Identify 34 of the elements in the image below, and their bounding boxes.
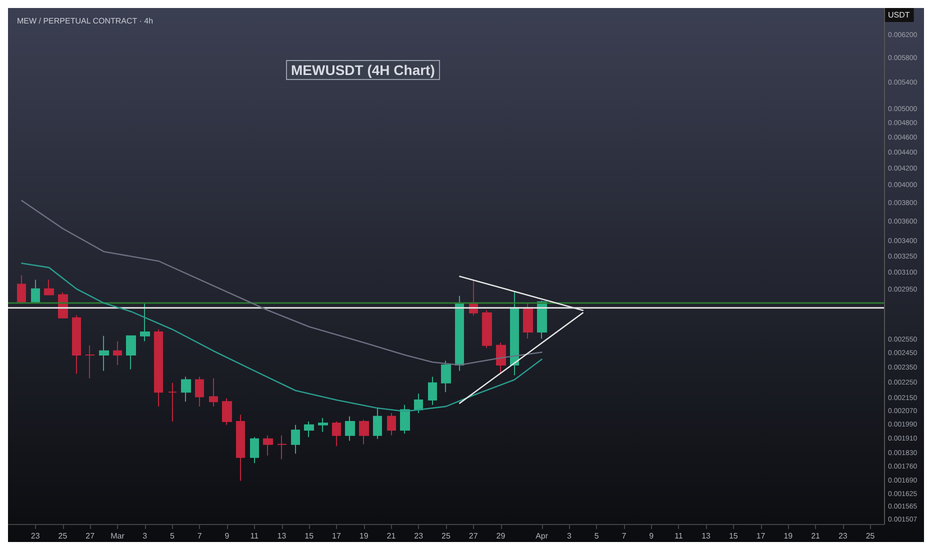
x-tick-label: 15 bbox=[304, 532, 314, 540]
x-tick-label: 23 bbox=[30, 532, 40, 540]
x-tick-label: 3 bbox=[142, 532, 148, 540]
x-tick-label: 9 bbox=[224, 532, 230, 540]
x-tick-label: 13 bbox=[702, 532, 712, 540]
y-axis-title: USDT bbox=[888, 10, 910, 20]
x-tick-label: 13 bbox=[277, 532, 287, 540]
x-tick-label: 25 bbox=[442, 532, 451, 540]
x-tick-label: 25 bbox=[58, 532, 68, 540]
x-tick-label: 23 bbox=[414, 532, 424, 540]
x-tick-label: 5 bbox=[170, 532, 176, 540]
x-tick-label: Mar bbox=[110, 532, 125, 540]
text: MEW / PERPETUAL CONTRACT · 4h bbox=[17, 16, 154, 26]
x-tick-label: 7 bbox=[622, 532, 627, 540]
x-tick-label: 23 bbox=[838, 532, 848, 540]
text: MEWUSDT (4H Chart) bbox=[291, 62, 435, 78]
x-tick-label: 17 bbox=[756, 532, 766, 540]
x-tick-label: 7 bbox=[197, 532, 202, 540]
x-tick-label: 5 bbox=[594, 532, 600, 540]
x-tick-label: 9 bbox=[649, 532, 654, 540]
x-tick-label: 25 bbox=[866, 532, 876, 540]
x-tick-label: 21 bbox=[386, 532, 396, 540]
x-tick-label: 3 bbox=[566, 532, 572, 540]
x-tick-label: Apr bbox=[536, 532, 548, 540]
x-tick-label: 19 bbox=[784, 532, 794, 540]
x-tick-label: 15 bbox=[728, 532, 738, 540]
x-tick-label: 27 bbox=[468, 532, 478, 540]
x-tick-label: 11 bbox=[250, 532, 260, 540]
x-tick-label: 21 bbox=[811, 532, 821, 540]
x-tick-label: 17 bbox=[332, 532, 342, 540]
x-tick-label: 27 bbox=[86, 532, 96, 540]
x-tick-label: 29 bbox=[496, 532, 506, 540]
x-tick-label: 19 bbox=[359, 532, 369, 540]
x-tick-label: 11 bbox=[674, 532, 684, 540]
